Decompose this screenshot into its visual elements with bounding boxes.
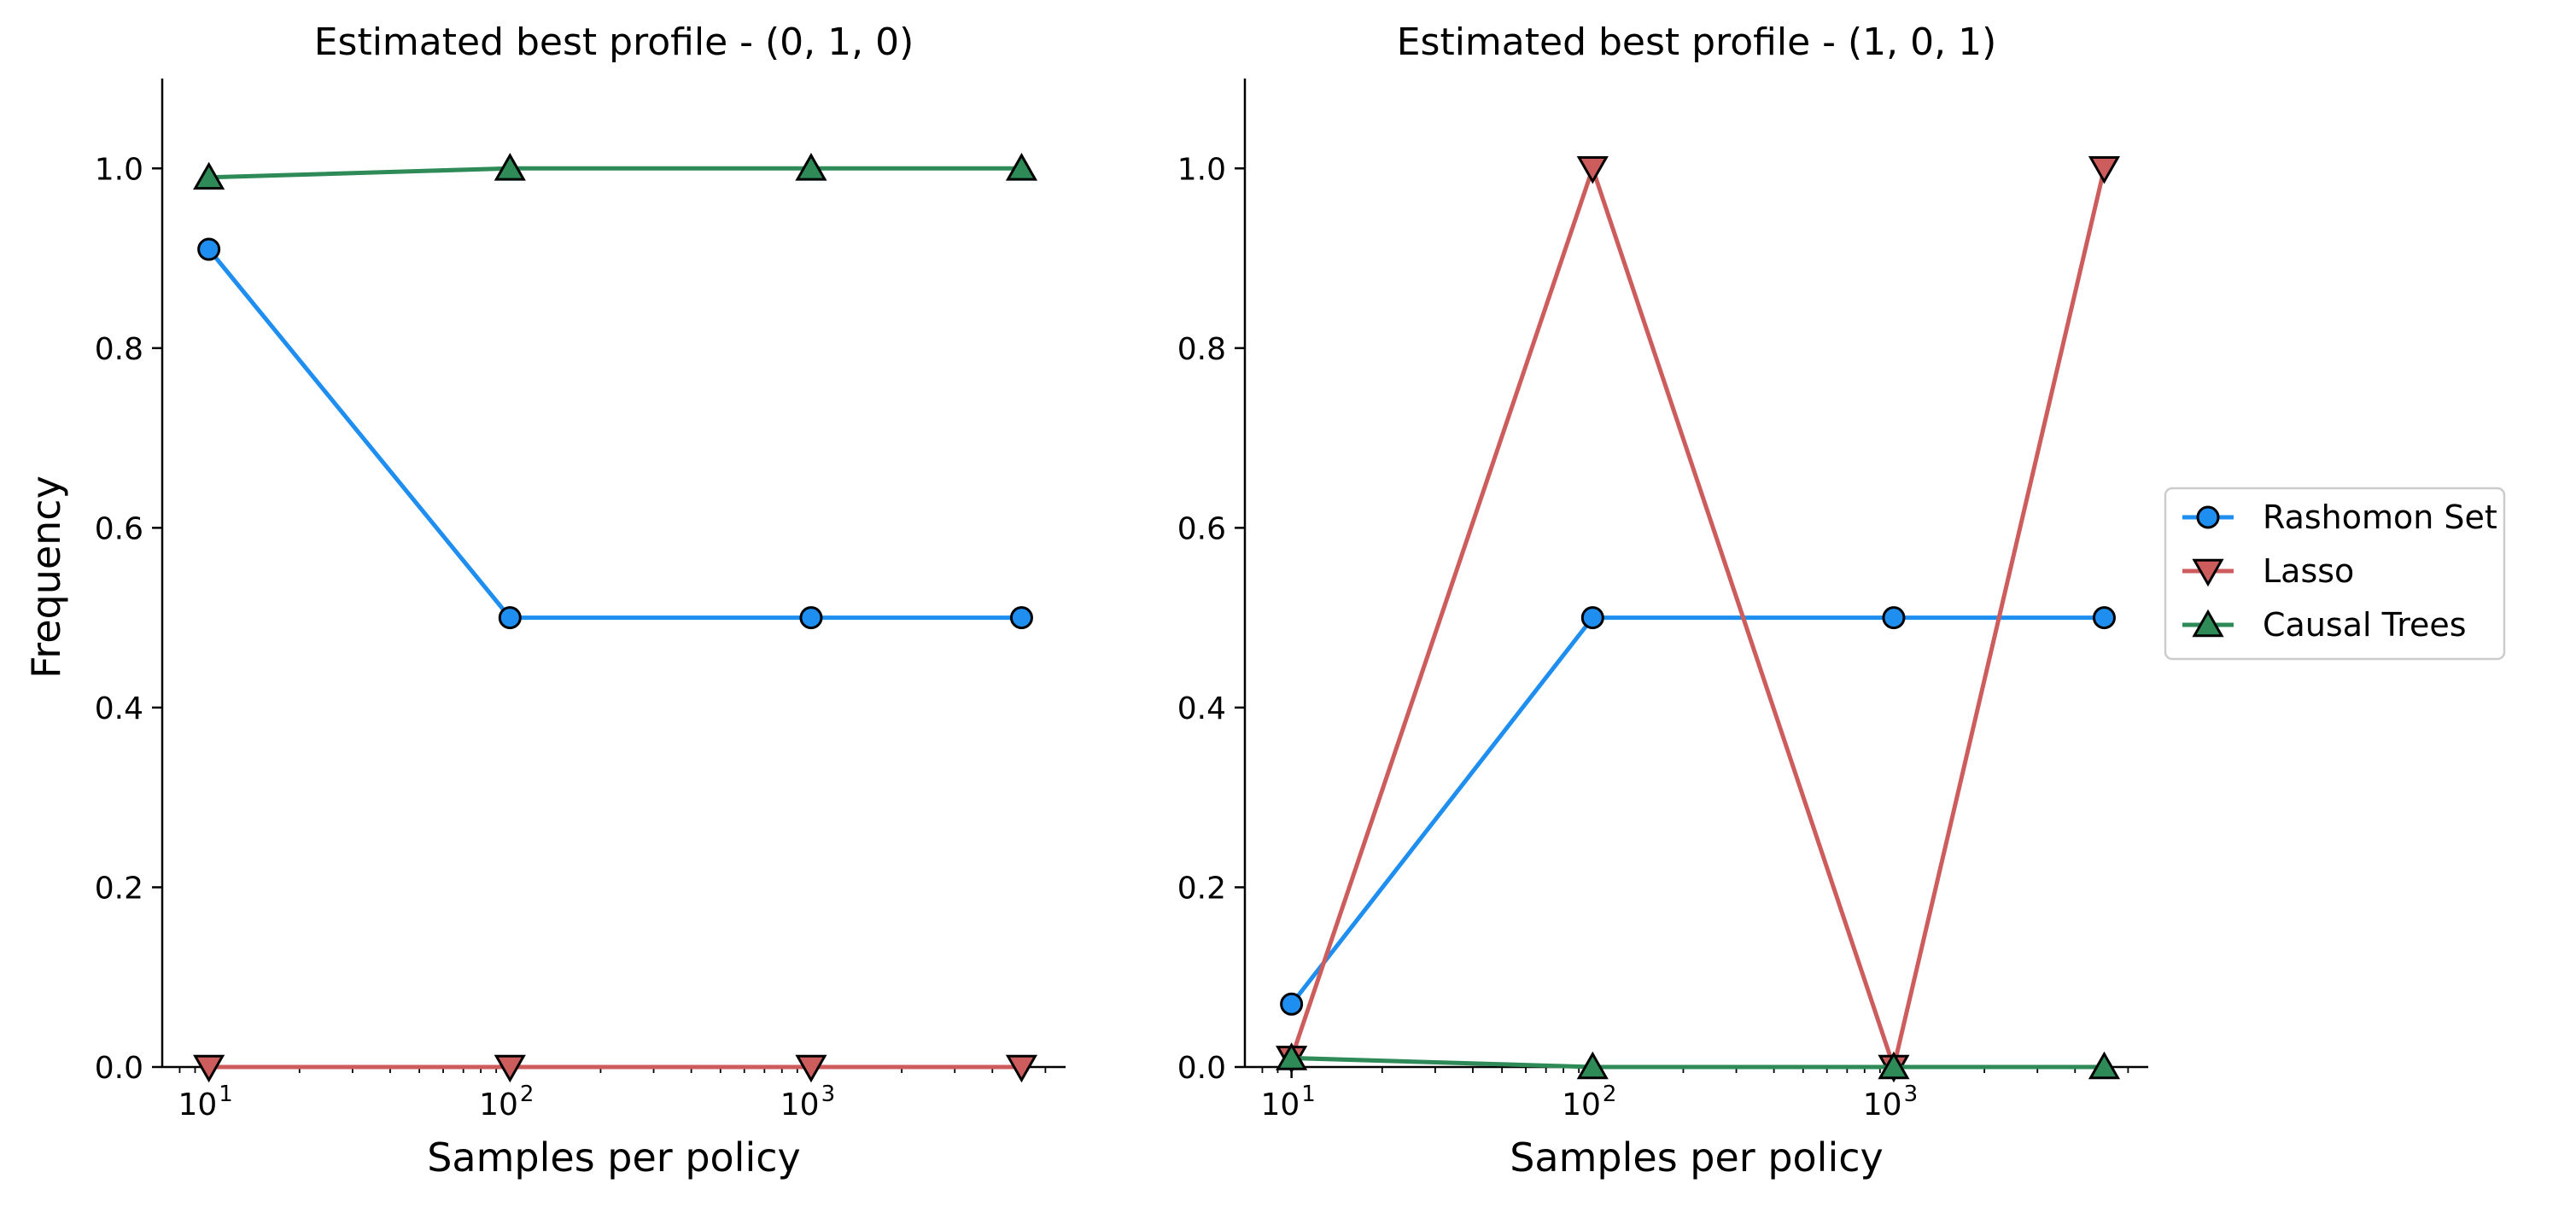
legend-marker (2196, 505, 2220, 529)
data-point (494, 153, 526, 181)
y-tick-label: 0.2 (95, 871, 143, 906)
y-tick-label: 0.0 (1177, 1051, 1226, 1086)
series-rashomon-set (197, 237, 1033, 630)
legend-marker (2192, 609, 2224, 638)
series-causal-trees (193, 153, 1038, 190)
y-tick-label: 0.4 (95, 691, 143, 726)
data-point (494, 1054, 526, 1083)
data-point (193, 161, 225, 190)
y-axis-label: Frequency (23, 475, 69, 679)
data-point (1882, 606, 1906, 630)
y-tick-label: 1.0 (95, 152, 143, 187)
x-tick-label: 102 (479, 1082, 534, 1122)
axes: 0.0 0.2 0.4 0.6 0.8 1.0 101 102 103 (95, 79, 1066, 1122)
series-line (1289, 166, 2106, 1070)
data-point (1878, 1051, 1910, 1080)
series-lasso (193, 1054, 1038, 1083)
data-point (2092, 606, 2116, 630)
legend-entry: Causal Trees (2182, 606, 2467, 644)
chart-title: Estimated best profile - (0, 1, 0) (314, 20, 914, 64)
y-tick-label: 0.4 (1177, 691, 1226, 726)
y-tick-label: 0.8 (95, 332, 143, 367)
series-line (1291, 1055, 2105, 1070)
data-point (1576, 1051, 1609, 1080)
y-tick-label: 1.0 (1177, 152, 1226, 187)
legend-label: Causal Trees (2263, 606, 2467, 644)
data-point (795, 1054, 827, 1083)
x-axis-label: Samples per policy (427, 1134, 801, 1181)
legend-box (2164, 487, 2506, 661)
data-point (2088, 1051, 2121, 1080)
legend-entry: Rashomon Set (2182, 499, 2497, 536)
legend: Rashomon Set Lasso Causal Trees (2164, 487, 2506, 661)
data-point (1009, 606, 1033, 630)
chart-right: Estimated best profile - (1, 0, 1) Sampl… (1177, 20, 2148, 1181)
legend-label: Lasso (2263, 552, 2354, 590)
data-point (197, 237, 221, 261)
y-tick-label: 0.0 (95, 1051, 143, 1086)
chart-title: Estimated best profile - (1, 0, 1) (1397, 20, 1997, 64)
series-line (208, 166, 1022, 180)
legend-marker (2192, 558, 2224, 587)
series-rashomon-set (1280, 606, 2116, 1016)
y-tick-label: 0.8 (1177, 332, 1226, 367)
data-point (1580, 606, 1604, 630)
data-point (799, 606, 823, 630)
x-tick-label: 103 (780, 1082, 835, 1122)
series-line (207, 248, 1022, 621)
x-axis-label: Samples per policy (1510, 1134, 1884, 1181)
data-point (1276, 1042, 1308, 1070)
y-tick-label: 0.6 (1177, 511, 1226, 546)
x-tick-label: 102 (1562, 1082, 1616, 1122)
data-point (1576, 155, 1609, 184)
series-causal-trees (1276, 1042, 2121, 1080)
series-line (1289, 615, 2105, 1006)
data-point (498, 606, 522, 630)
legend-entry: Lasso (2182, 552, 2354, 590)
axes: 0.0 0.2 0.4 0.6 0.8 1.0 101 102 103 (1177, 79, 2148, 1122)
y-tick-label: 0.6 (95, 511, 143, 546)
data-point (2088, 155, 2121, 184)
data-point (1005, 1054, 1038, 1083)
y-tick-label: 0.2 (1177, 871, 1226, 906)
data-point (795, 153, 827, 181)
data-point (193, 1054, 225, 1083)
chart-left: Estimated best profile - (0, 1, 0) Sampl… (23, 20, 1066, 1181)
x-tick-label: 103 (1863, 1082, 1918, 1122)
x-tick-label: 101 (178, 1082, 232, 1122)
data-point (1280, 992, 1304, 1016)
data-point (1005, 153, 1038, 181)
x-tick-label: 101 (1260, 1082, 1315, 1122)
legend-label: Rashomon Set (2263, 499, 2497, 536)
